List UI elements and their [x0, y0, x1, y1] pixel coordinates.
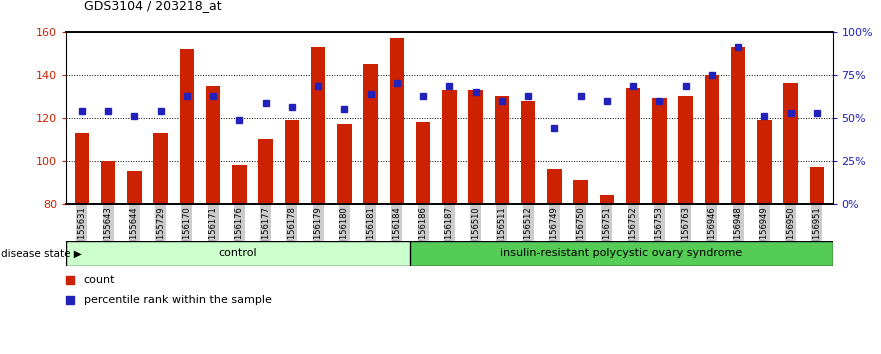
- Bar: [416, 122, 430, 204]
- Bar: [66, 241, 410, 266]
- Bar: [678, 96, 692, 204]
- Bar: [783, 84, 798, 204]
- Bar: [389, 38, 404, 204]
- Bar: [127, 171, 142, 204]
- Text: percentile rank within the sample: percentile rank within the sample: [84, 295, 271, 305]
- Bar: [410, 241, 833, 266]
- Bar: [337, 124, 352, 204]
- Bar: [442, 90, 456, 204]
- Bar: [600, 195, 614, 204]
- Bar: [100, 161, 115, 204]
- Bar: [469, 90, 483, 204]
- Text: GDS3104 / 203218_at: GDS3104 / 203218_at: [84, 0, 221, 12]
- Text: control: control: [218, 249, 257, 258]
- Bar: [180, 49, 194, 204]
- Bar: [705, 75, 719, 204]
- Bar: [232, 165, 247, 204]
- Bar: [494, 96, 509, 204]
- Bar: [285, 120, 299, 204]
- Bar: [311, 47, 325, 204]
- Bar: [731, 47, 745, 204]
- Bar: [363, 64, 378, 204]
- Bar: [757, 120, 772, 204]
- Bar: [258, 139, 273, 204]
- Text: count: count: [84, 275, 115, 285]
- Bar: [75, 133, 89, 204]
- Bar: [652, 98, 667, 204]
- Bar: [153, 133, 167, 204]
- Bar: [574, 180, 588, 204]
- Bar: [547, 169, 561, 204]
- Bar: [626, 88, 640, 204]
- Bar: [521, 101, 536, 204]
- Bar: [206, 86, 220, 204]
- Text: disease state ▶: disease state ▶: [1, 249, 82, 258]
- Bar: [810, 167, 824, 204]
- Text: insulin-resistant polycystic ovary syndrome: insulin-resistant polycystic ovary syndr…: [500, 249, 742, 258]
